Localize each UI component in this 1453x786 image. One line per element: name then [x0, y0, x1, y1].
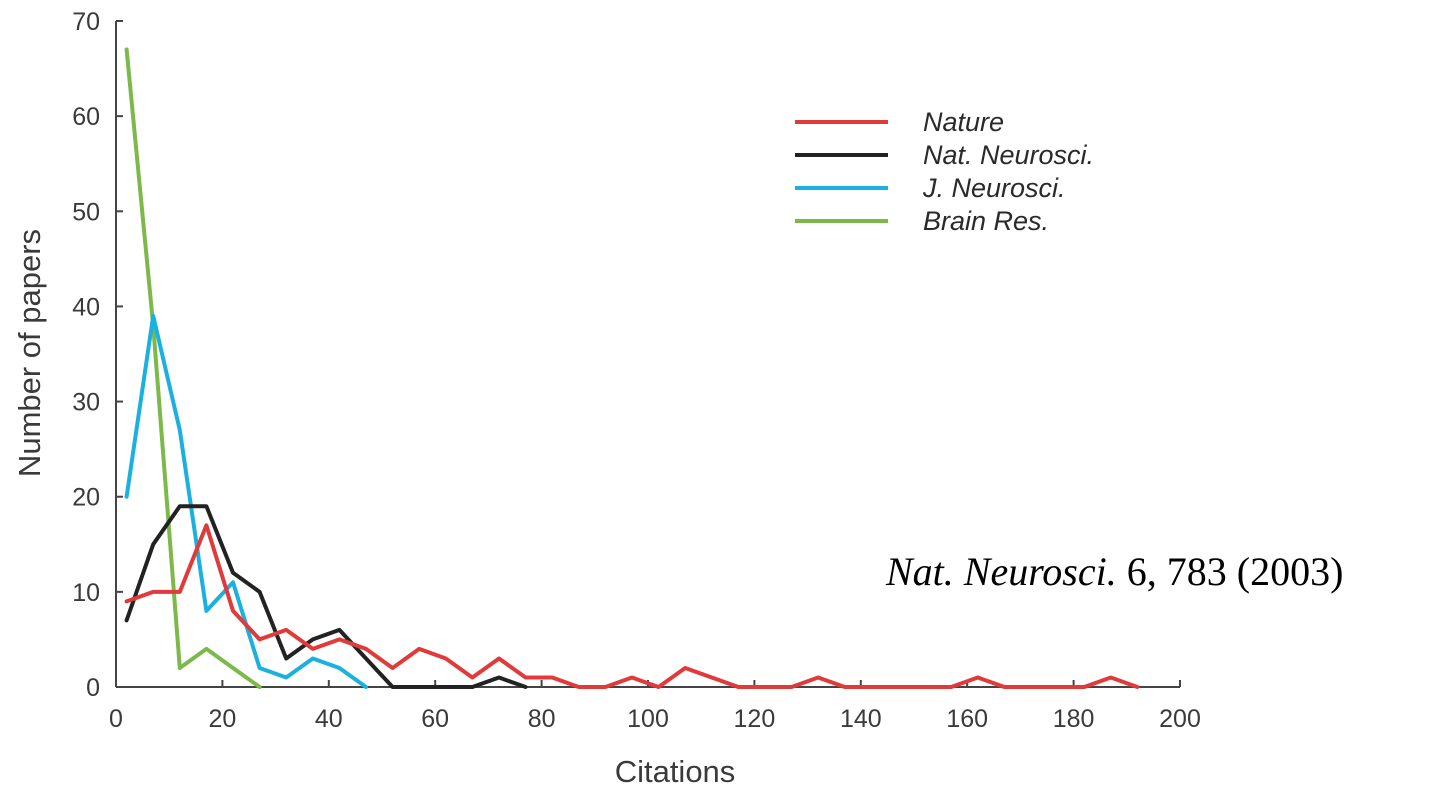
- x-tick-label: 100: [627, 705, 669, 733]
- citation-journal: Nat. Neurosci.: [886, 549, 1117, 594]
- series-line-brain-res: [124, 47, 262, 689]
- x-tick-label: 200: [1159, 705, 1201, 733]
- y-tick-label: 50: [72, 198, 100, 226]
- y-tick-label: 40: [72, 293, 100, 321]
- y-tick-label: 10: [72, 579, 100, 607]
- chart-axes: 0 20 40 60 80 100 120 140 160 180 200 0 10 20 30 40 50 60…: [72, 8, 1201, 733]
- y-tick-label: 60: [72, 103, 100, 131]
- legend-label-j-neurosci: J. Neurosci.: [922, 173, 1066, 203]
- y-tick-label: 20: [72, 484, 100, 512]
- legend-label-nature: Nature: [923, 107, 1004, 137]
- citation-details: 6, 783 (2003): [1116, 549, 1344, 594]
- source-citation: Nat. Neurosci. 6, 783 (2003): [886, 548, 1343, 595]
- x-tick-label: 160: [946, 705, 988, 733]
- x-axis-label: Citations: [615, 754, 736, 786]
- x-tick-label: 20: [208, 705, 236, 733]
- x-tick-label: 80: [528, 705, 556, 733]
- series-layer: [124, 47, 1140, 689]
- series-line-nature: [124, 523, 1140, 689]
- y-tick-label: 70: [72, 8, 100, 36]
- x-tick-label: 0: [109, 705, 123, 733]
- legend-label-brain-res: Brain Res.: [923, 206, 1049, 236]
- x-tick-label: 180: [1053, 705, 1095, 733]
- legend-label-nat-neurosci: Nat. Neurosci.: [923, 140, 1094, 170]
- y-tick-label: 0: [86, 674, 100, 702]
- x-tick-label: 120: [734, 705, 776, 733]
- x-tick-label: 140: [840, 705, 882, 733]
- x-tick-label: 60: [421, 705, 449, 733]
- series-line-nat-neurosci: [124, 504, 528, 689]
- x-tick-label: 40: [315, 705, 343, 733]
- y-tick-label: 30: [72, 389, 100, 417]
- y-axis-label: Number of papers: [12, 229, 47, 477]
